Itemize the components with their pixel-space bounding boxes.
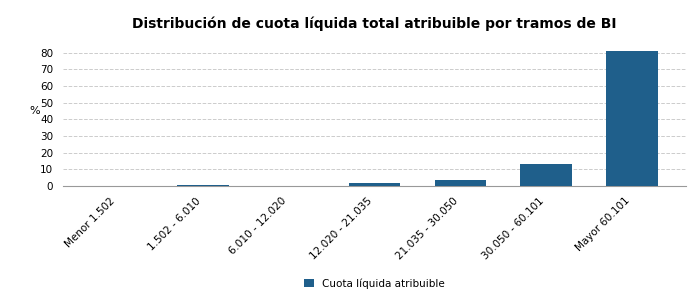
Bar — [177, 185, 229, 186]
Title: Distribución de cuota líquida total atribuible por tramos de BI: Distribución de cuota líquida total atri… — [132, 16, 617, 31]
Bar — [349, 183, 400, 186]
Bar — [606, 51, 658, 186]
Legend: Cuota líquida atribuible: Cuota líquida atribuible — [304, 278, 445, 289]
Y-axis label: %: % — [29, 106, 40, 116]
Bar — [520, 164, 572, 186]
Bar — [435, 180, 486, 186]
